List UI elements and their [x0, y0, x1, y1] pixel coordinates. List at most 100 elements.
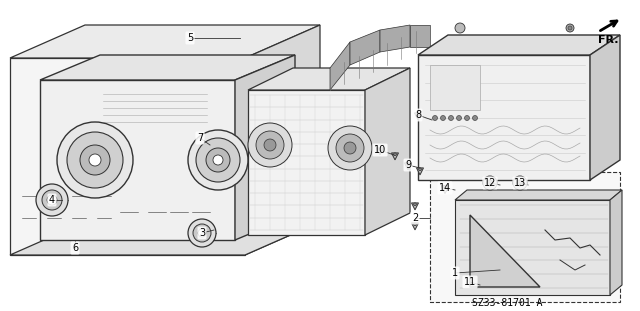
Circle shape [566, 24, 574, 32]
Polygon shape [40, 55, 295, 80]
Polygon shape [417, 168, 424, 175]
Polygon shape [418, 55, 590, 180]
Polygon shape [470, 215, 540, 287]
Circle shape [264, 139, 276, 151]
Bar [20, 178, 38, 186]
Circle shape [444, 186, 447, 189]
Polygon shape [392, 153, 399, 160]
Polygon shape [40, 80, 235, 240]
Text: 1: 1 [452, 268, 458, 278]
Text: 12: 12 [484, 178, 496, 188]
Circle shape [483, 176, 497, 190]
Text: 9: 9 [405, 160, 411, 170]
Circle shape [406, 163, 410, 166]
FancyBboxPatch shape [92, 209, 116, 227]
Text: 8: 8 [415, 110, 421, 120]
Polygon shape [412, 203, 419, 210]
Polygon shape [418, 35, 620, 55]
Circle shape [89, 154, 101, 166]
Text: 5: 5 [187, 33, 193, 43]
Text: 13: 13 [514, 178, 526, 188]
Text: 14: 14 [439, 183, 451, 193]
Polygon shape [412, 223, 419, 230]
Bar [70, 178, 88, 186]
Polygon shape [248, 90, 365, 235]
Circle shape [188, 130, 248, 190]
Polygon shape [410, 25, 430, 47]
Circle shape [213, 155, 223, 165]
Bar [100, 90, 210, 125]
FancyBboxPatch shape [92, 187, 116, 207]
Circle shape [449, 115, 454, 120]
Polygon shape [365, 68, 410, 235]
Polygon shape [10, 58, 245, 255]
Circle shape [256, 131, 284, 159]
FancyBboxPatch shape [42, 209, 66, 227]
Polygon shape [235, 55, 295, 240]
Polygon shape [415, 113, 422, 120]
Circle shape [57, 122, 133, 198]
Text: 3: 3 [199, 228, 205, 238]
Circle shape [67, 132, 123, 188]
FancyBboxPatch shape [147, 199, 167, 229]
Polygon shape [10, 222, 320, 255]
Circle shape [47, 195, 57, 205]
Bar [282, 198, 294, 218]
Text: FR.: FR. [598, 35, 618, 45]
FancyBboxPatch shape [169, 199, 189, 229]
FancyBboxPatch shape [191, 199, 211, 229]
Polygon shape [10, 25, 320, 58]
Circle shape [517, 180, 523, 186]
Polygon shape [455, 190, 622, 200]
Text: SZ33-81701 A: SZ33-81701 A [472, 298, 542, 308]
Circle shape [419, 168, 421, 171]
Circle shape [196, 138, 240, 182]
FancyBboxPatch shape [67, 187, 91, 207]
Bar [12, 175, 122, 250]
Circle shape [188, 219, 216, 247]
FancyBboxPatch shape [67, 209, 91, 227]
Circle shape [433, 115, 438, 120]
Circle shape [80, 145, 110, 175]
Circle shape [336, 134, 364, 162]
Polygon shape [404, 163, 412, 170]
Polygon shape [245, 25, 320, 255]
Circle shape [344, 142, 356, 154]
Polygon shape [350, 30, 380, 65]
Circle shape [456, 115, 461, 120]
Circle shape [379, 148, 381, 151]
Circle shape [568, 26, 572, 30]
Circle shape [248, 123, 292, 167]
Polygon shape [455, 200, 610, 295]
Bar [330, 198, 342, 218]
Circle shape [206, 148, 230, 172]
Polygon shape [430, 65, 480, 110]
FancyBboxPatch shape [42, 187, 66, 207]
FancyBboxPatch shape [17, 209, 41, 227]
Circle shape [36, 184, 68, 216]
Circle shape [465, 115, 470, 120]
Bar [95, 178, 113, 186]
Circle shape [487, 180, 493, 186]
Bar [298, 198, 310, 218]
Polygon shape [380, 25, 410, 52]
Circle shape [455, 23, 465, 33]
Text: 2: 2 [412, 213, 418, 223]
Circle shape [413, 203, 417, 206]
Text: 7: 7 [197, 133, 203, 143]
Bar [314, 198, 326, 218]
Text: 6: 6 [72, 243, 78, 253]
Polygon shape [376, 148, 383, 155]
Circle shape [513, 176, 527, 190]
Circle shape [328, 126, 372, 170]
Circle shape [413, 223, 417, 226]
Bar [430, 172, 620, 302]
Polygon shape [441, 186, 449, 194]
Circle shape [198, 229, 206, 237]
Circle shape [42, 190, 62, 210]
Polygon shape [248, 68, 410, 90]
FancyBboxPatch shape [17, 187, 41, 207]
Circle shape [472, 115, 477, 120]
Text: 4: 4 [49, 195, 55, 205]
Circle shape [394, 153, 396, 156]
